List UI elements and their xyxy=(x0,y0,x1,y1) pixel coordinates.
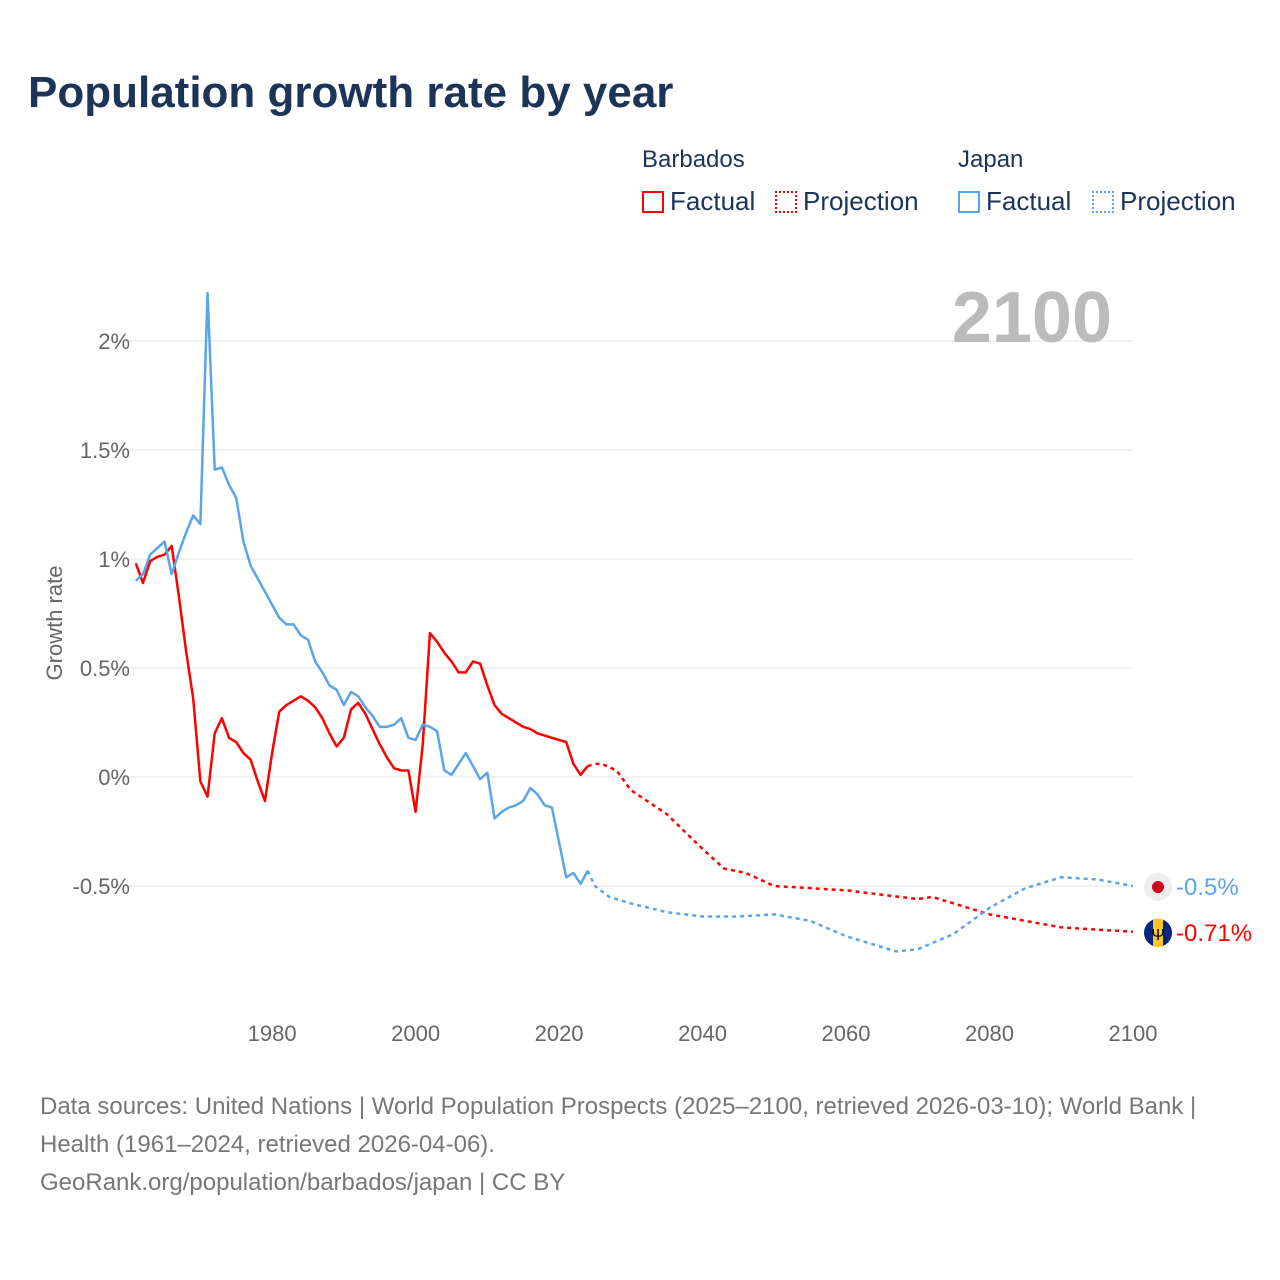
legend-label: Projection xyxy=(1120,186,1236,216)
x-tick-label: 2000 xyxy=(391,1021,440,1046)
x-tick-label: 2100 xyxy=(1109,1021,1158,1046)
data-sources: Data sources: United Nations | World Pop… xyxy=(40,1093,1197,1158)
x-tick-label: 1980 xyxy=(248,1021,297,1046)
y-tick-label: 0.5% xyxy=(80,656,130,681)
y-tick-label: 1% xyxy=(98,547,130,572)
y-tick-label: 0% xyxy=(98,765,130,790)
legend-label: Factual xyxy=(670,186,756,216)
chart-title: Population growth rate by year xyxy=(28,68,674,117)
series-japan-factual xyxy=(134,291,589,886)
y-tick-label: -0.5% xyxy=(73,874,130,899)
x-tick-label: 2060 xyxy=(822,1021,871,1046)
x-tick-label: 2040 xyxy=(678,1021,727,1046)
legend-japan-factual[interactable]: Factual xyxy=(958,186,1071,217)
legend-barbados-projection[interactable]: Projection xyxy=(775,186,919,217)
chart-plot: 2% 1.5% 1% 0.5% 0% -0.5% 1980 2000 2020 2040 2060 2… xyxy=(73,278,1253,1046)
series-barbados-projection xyxy=(587,762,1134,934)
footer: Data sources: United Nations | World Pop… xyxy=(40,1088,1240,1202)
year-indicator: 2100 xyxy=(952,278,1112,358)
x-tick-label: 2020 xyxy=(535,1021,584,1046)
end-value-label-japan: -0.5% xyxy=(1176,874,1239,901)
series-japan-projection xyxy=(586,870,1134,953)
x-tick-label: 2080 xyxy=(965,1021,1014,1046)
trident-icon: Ψ xyxy=(1151,927,1164,944)
legend-swatch xyxy=(958,190,980,213)
legend-swatch xyxy=(642,190,664,213)
legend-label: Projection xyxy=(803,186,919,216)
barbados-flag-icon-band xyxy=(1153,918,1163,947)
series-barbados-factual xyxy=(134,544,589,814)
legend-country-barbados: Barbados xyxy=(642,146,745,173)
legend-japan-projection[interactable]: Projection xyxy=(1092,186,1236,217)
end-value-label-barbados: -0.71% xyxy=(1176,920,1252,947)
legend-barbados-factual[interactable]: Factual xyxy=(642,186,755,217)
y-tick-label: 1.5% xyxy=(80,438,130,463)
legend-country-japan: Japan xyxy=(958,146,1024,173)
legend-label: Factual xyxy=(986,186,1072,216)
japan-flag-icon-disc xyxy=(1152,881,1164,893)
legend-swatch xyxy=(1092,190,1114,213)
legend-swatch xyxy=(775,190,797,213)
credit-link[interactable]: GeoRank.org/population/barbados/japan | … xyxy=(40,1169,566,1196)
y-tick-label: 2% xyxy=(98,329,130,354)
